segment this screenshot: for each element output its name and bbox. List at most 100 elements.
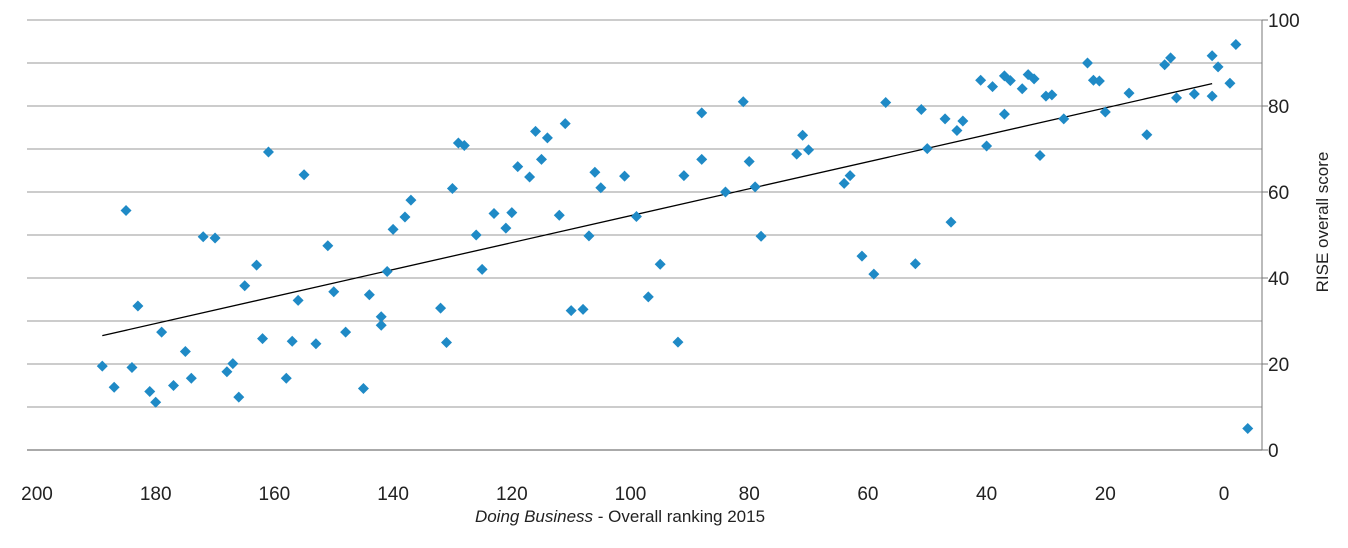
data-point: [755, 230, 767, 242]
data-point: [1212, 61, 1224, 73]
data-point: [844, 170, 856, 182]
data-point: [108, 381, 120, 393]
data-point: [1016, 83, 1028, 95]
data-point: [654, 258, 666, 270]
y-axis-title: RISE overall score: [1313, 152, 1332, 293]
data-point: [743, 155, 755, 167]
data-point: [168, 380, 180, 391]
data-point: [500, 222, 512, 234]
data-point: [185, 372, 197, 384]
data-point: [375, 319, 387, 331]
data-point: [915, 103, 927, 115]
x-tick-label: 100: [615, 484, 647, 505]
data-point: [446, 183, 458, 195]
data-point: [1188, 88, 1200, 100]
y-tick-label: 60: [1268, 183, 1289, 204]
y-tick-label: 80: [1268, 97, 1289, 118]
data-point: [375, 311, 387, 323]
y-tick-labels: 0 20 40 60 80 100: [1268, 11, 1300, 462]
data-point: [803, 144, 815, 156]
data-point: [280, 372, 292, 384]
x-tick-label: 160: [259, 484, 291, 505]
data-points: [96, 39, 1254, 434]
data-point: [488, 208, 500, 219]
data-point: [791, 148, 803, 160]
data-point: [1242, 423, 1254, 434]
x-tick-label: 60: [857, 484, 878, 505]
data-point: [583, 230, 595, 242]
data-point: [476, 263, 488, 275]
data-point: [1206, 50, 1218, 62]
data-point: [737, 96, 749, 108]
data-point: [286, 335, 298, 347]
data-point: [535, 153, 547, 165]
data-point: [340, 326, 352, 338]
data-point: [524, 171, 536, 183]
data-point: [553, 209, 565, 221]
x-axis-title: Doing Business - Overall ranking 2015: [475, 507, 765, 526]
data-point: [470, 229, 482, 241]
data-point: [126, 361, 138, 373]
data-point: [565, 305, 577, 317]
data-point: [357, 383, 369, 395]
data-point: [197, 231, 209, 243]
data-point: [1099, 106, 1111, 118]
data-point: [951, 125, 963, 137]
x-tick-label: 120: [496, 484, 528, 505]
data-point: [856, 250, 868, 262]
data-point: [399, 211, 411, 223]
data-point: [381, 266, 393, 278]
data-point: [642, 291, 654, 303]
data-point: [262, 146, 274, 158]
data-point: [559, 118, 571, 130]
data-point: [797, 129, 809, 141]
data-point: [221, 366, 233, 378]
data-point: [1159, 59, 1171, 71]
data-point: [96, 360, 108, 372]
data-point: [868, 268, 880, 280]
data-point: [589, 166, 601, 178]
x-tick-label: 140: [377, 484, 409, 505]
data-point: [595, 182, 607, 194]
x-tick-label: 40: [976, 484, 997, 505]
data-point: [696, 153, 708, 165]
data-point: [1028, 73, 1040, 85]
x-axis-title-italic: Doing Business: [475, 507, 594, 526]
data-point: [441, 337, 453, 348]
data-point: [1034, 149, 1046, 161]
data-point: [1141, 129, 1153, 141]
data-point: [233, 391, 245, 403]
trendline: [102, 83, 1213, 337]
x-axis-title-regular: - Overall ranking 2015: [593, 507, 765, 526]
data-point: [630, 211, 642, 223]
x-tick-labels: 200 180 160 140 120 100 80 60 40 20 0: [21, 484, 1229, 505]
data-point: [156, 326, 168, 338]
data-point: [132, 300, 144, 312]
data-point: [1206, 90, 1218, 102]
data-point: [749, 181, 761, 193]
data-point: [363, 289, 375, 301]
data-point: [541, 132, 553, 144]
data-point: [1046, 89, 1058, 101]
y-tick-label: 40: [1268, 269, 1289, 290]
data-point: [975, 74, 987, 86]
data-point: [530, 125, 542, 137]
data-point: [179, 346, 191, 358]
data-point: [227, 358, 239, 370]
data-point: [998, 108, 1010, 120]
data-point: [298, 169, 310, 181]
data-point: [987, 81, 999, 93]
data-point: [1224, 77, 1236, 89]
data-point: [322, 240, 334, 252]
x-tick-label: 20: [1095, 484, 1116, 505]
data-point: [880, 97, 892, 109]
data-point: [619, 170, 631, 182]
data-point: [678, 170, 690, 182]
data-point: [1171, 92, 1183, 104]
y-tick-label: 0: [1268, 441, 1279, 462]
data-point: [838, 177, 850, 189]
data-point: [251, 259, 263, 271]
data-point: [292, 294, 304, 306]
data-point: [458, 140, 470, 152]
